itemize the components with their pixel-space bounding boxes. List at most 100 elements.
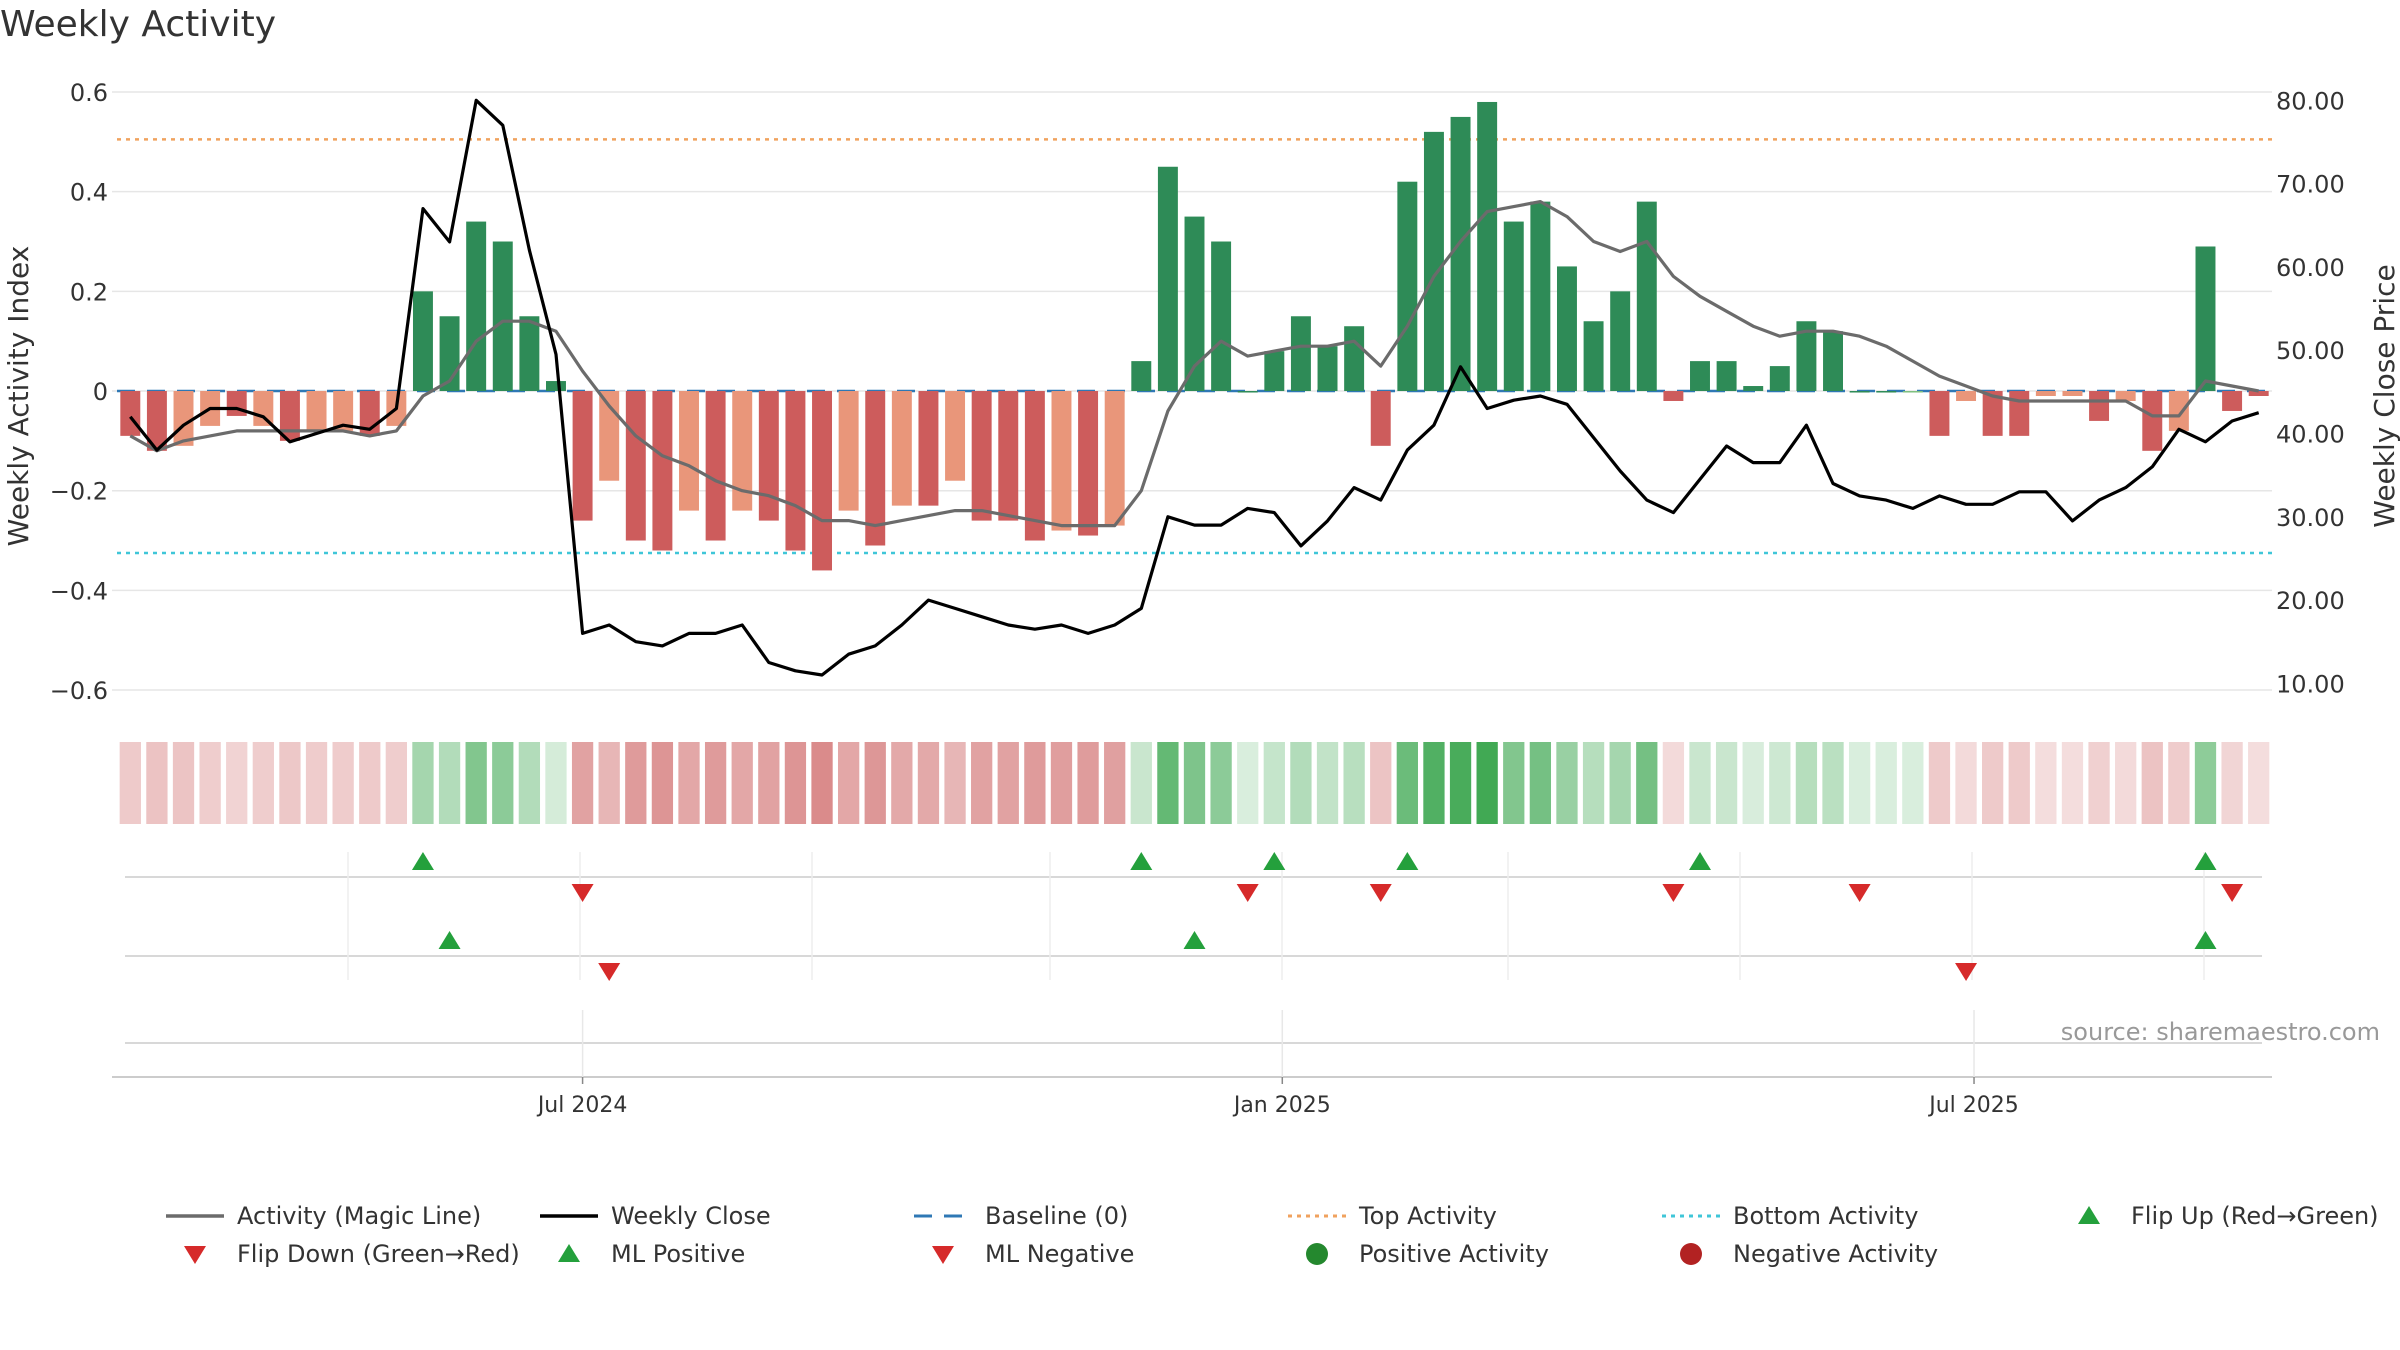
heat-cell <box>119 742 141 824</box>
signal-markers <box>125 852 2262 1044</box>
activity-bar <box>1823 331 1843 392</box>
legend-item: Flip Up (Red→Green) <box>2078 1202 2379 1230</box>
activity-bar <box>2248 391 2269 396</box>
activity-bar <box>1876 391 1897 393</box>
activity-bar <box>1929 391 1950 436</box>
activity-bar <box>785 391 806 551</box>
y-tick-label: −0.6 <box>50 677 108 705</box>
legend-label: Bottom Activity <box>1733 1202 1918 1230</box>
heat-cell <box>385 742 407 824</box>
activity-bar <box>2142 391 2163 451</box>
ml-negative-marker <box>598 963 621 981</box>
legend-label: Baseline (0) <box>985 1202 1128 1230</box>
activity-bar <box>2168 391 2189 431</box>
heat-cell <box>172 742 195 824</box>
legend-item: ML Negative <box>932 1240 1134 1268</box>
activity-bar <box>2035 391 2056 396</box>
heat-cell <box>2088 742 2110 824</box>
right-axis-label: Weekly Close Price <box>2368 264 2400 527</box>
heat-cell <box>1423 742 1445 824</box>
axes: 0.6 0.4 0.2 0 −0.2 −0.4 −0.6 80.00 70.00 60.00 50.… <box>50 79 2345 705</box>
heat-cell <box>1370 742 1392 824</box>
heat-cell <box>1609 742 1631 824</box>
left-axis-label: Weekly Activity Index <box>2 246 35 547</box>
heat-cell <box>784 742 807 824</box>
heat-cell <box>891 742 913 824</box>
heat-cell <box>1636 742 1658 824</box>
activity-bar <box>279 391 300 441</box>
legend: Activity (Magic Line) Weekly Close Baselin… <box>166 1202 2379 1268</box>
activity-bar <box>998 391 1019 521</box>
y-tick-label: 0.2 <box>70 278 108 306</box>
legend-swatch <box>1680 1243 1702 1265</box>
flip-up-marker <box>1688 852 1711 870</box>
activity-bar <box>120 391 141 436</box>
heat-cell <box>1104 742 1126 824</box>
activity-bar <box>758 391 779 521</box>
activity-bar <box>412 291 433 392</box>
flip-down-marker <box>2221 884 2244 902</box>
legend-item: ML Positive <box>558 1240 745 1268</box>
activity-bar <box>625 391 646 541</box>
heat-cell <box>758 742 780 824</box>
legend-swatch <box>184 1246 206 1264</box>
activity-bar <box>1530 201 1551 392</box>
heat-cell <box>1183 742 1206 824</box>
y2-tick-label: 50.00 <box>2276 337 2345 365</box>
heat-cell <box>2061 742 2084 824</box>
activity-bar <box>2089 391 2110 421</box>
activity-bar <box>1423 131 1444 392</box>
heat-cell <box>199 742 221 824</box>
heat-cell <box>1077 742 1099 824</box>
legend-item: Positive Activity <box>1306 1240 1549 1268</box>
ml-negative-marker <box>1955 963 1978 981</box>
heat-cell <box>1263 742 1285 824</box>
activity-bar <box>2062 391 2083 396</box>
legend-swatch <box>2078 1206 2100 1224</box>
flip-up-marker <box>1130 852 1153 870</box>
heat-cell <box>917 742 940 824</box>
heat-cell <box>811 742 833 824</box>
activity-bar <box>2195 246 2216 392</box>
heat-cell <box>1449 742 1472 824</box>
activity-bar <box>1024 391 1045 541</box>
legend-item: Activity (Magic Line) <box>166 1202 481 1230</box>
flip-down-marker <box>571 884 594 902</box>
heat-cell <box>1902 742 1924 824</box>
heat-cell <box>1715 742 1738 824</box>
activity-bar <box>891 391 912 506</box>
activity-bar <box>1157 166 1178 392</box>
activity-bar <box>466 221 487 392</box>
heat-cell <box>1822 742 1844 824</box>
activity-bar <box>1690 361 1710 392</box>
legend-swatch <box>932 1246 954 1264</box>
activity-bar <box>2222 391 2243 411</box>
activity-bar <box>253 391 274 426</box>
legend-item: Flip Down (Green→Red) <box>184 1240 520 1268</box>
source-note: source: sharemaestro.com <box>2061 1018 2380 1046</box>
heat-cell <box>1050 742 1073 824</box>
activity-bar <box>2009 391 2030 436</box>
heat-cell <box>1157 742 1179 824</box>
heat-cell <box>2035 742 2057 824</box>
legend-item: Bottom Activity <box>1662 1202 1918 1230</box>
heat-cell <box>226 742 248 824</box>
activity-bar <box>1211 241 1232 392</box>
heat-cell <box>146 742 168 824</box>
activity-bar <box>1503 221 1524 392</box>
activity-bar <box>146 391 167 451</box>
flip-down-marker <box>1236 884 1259 902</box>
activity-bar <box>173 391 194 446</box>
activity-bar <box>652 391 673 551</box>
ml-positive-marker <box>2194 931 2217 949</box>
activity-bar <box>1610 291 1631 392</box>
activity-bar <box>1237 391 1258 393</box>
legend-label: Positive Activity <box>1359 1240 1549 1268</box>
heat-cell <box>1024 742 1046 824</box>
activity-bar <box>306 391 327 431</box>
ml-positive-marker <box>1183 931 1206 949</box>
activity-bar <box>1104 391 1125 526</box>
legend-label: ML Positive <box>611 1240 745 1268</box>
flip-down-marker <box>1369 884 1392 902</box>
